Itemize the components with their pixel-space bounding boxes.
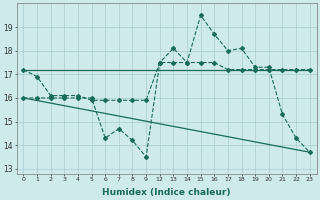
X-axis label: Humidex (Indice chaleur): Humidex (Indice chaleur) bbox=[102, 188, 231, 197]
